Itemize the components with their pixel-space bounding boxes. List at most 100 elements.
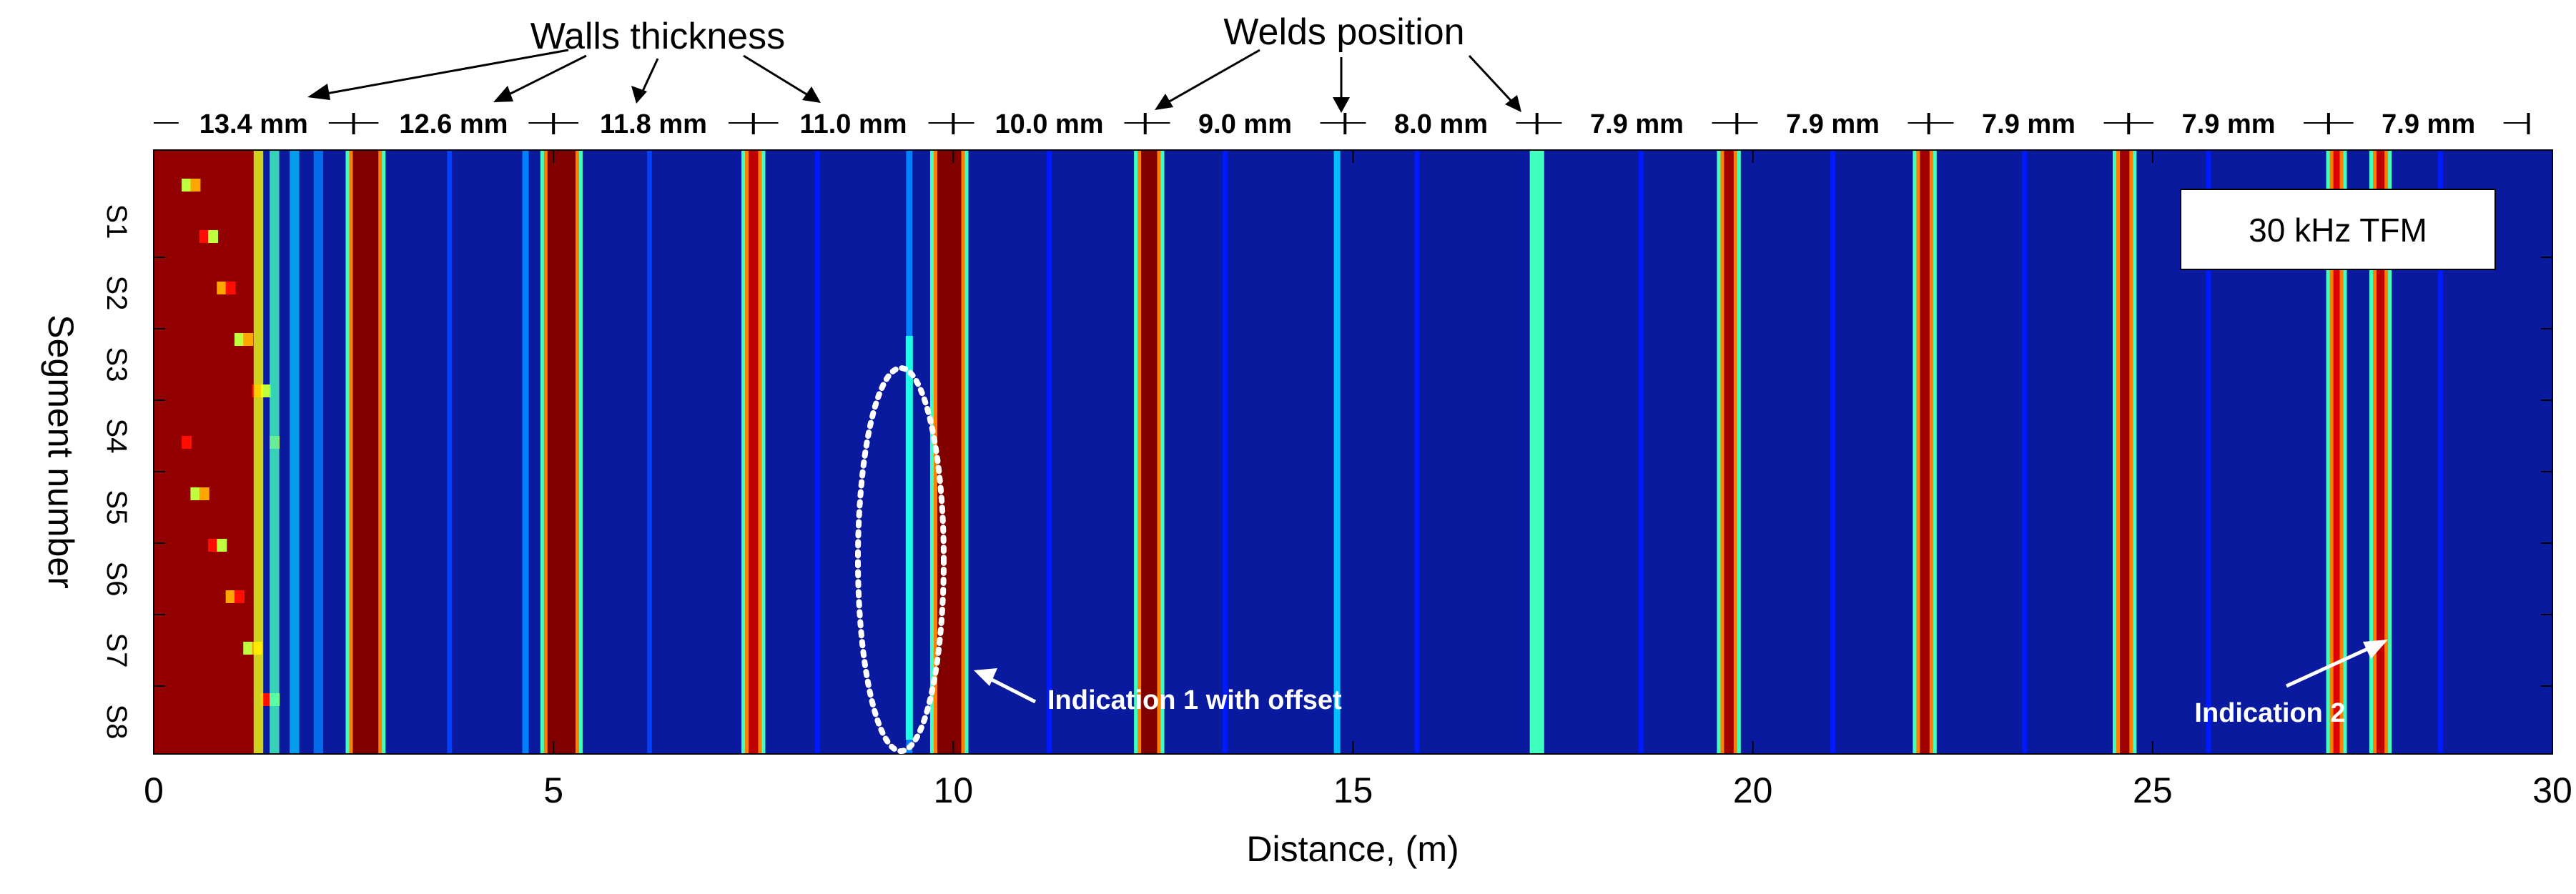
x-tick-label: 20 (1733, 770, 1773, 810)
near-field-speckle (217, 539, 227, 552)
wall-thickness-label: 7.9 mm (2182, 109, 2276, 139)
weak-reflection-band (647, 150, 652, 754)
near-field-speckle (182, 436, 192, 449)
y-tick-label: S5 (101, 490, 132, 525)
weak-reflection-band (2438, 150, 2443, 754)
near-field-speckle (182, 179, 192, 192)
chart-title: 30 kHz TFM (2249, 212, 2427, 249)
thickness-label-bg (1757, 100, 1908, 140)
weak-reflection-band (522, 150, 529, 754)
thickness-label-bg (378, 100, 529, 140)
wall-thickness-label: 13.4 mm (199, 109, 308, 139)
y-tick-label: S3 (101, 347, 132, 382)
near-field-fade (290, 150, 300, 754)
near-field-speckle (260, 693, 271, 706)
thickness-label-bg (1170, 100, 1321, 140)
weak-reflection-band (1529, 150, 1544, 754)
near-field-speckle (190, 487, 201, 500)
wall-thickness-label: 7.9 mm (1786, 109, 1880, 139)
thickness-label-bg (974, 100, 1125, 140)
weak-reflection-band (1333, 150, 1341, 754)
plot-area (153, 149, 2553, 755)
weak-reflection-band (447, 150, 453, 754)
near-field-speckle (190, 179, 201, 192)
wall-thickness-label: 11.8 mm (600, 109, 707, 139)
weak-reflection-band (814, 150, 820, 754)
annotation-welds-position: Welds position (1155, 11, 1521, 113)
near-field-fade (253, 150, 264, 754)
y-axis-title: Segment number (41, 314, 81, 589)
near-field-speckle (260, 384, 271, 397)
wall-thickness-label: 7.9 mm (1590, 109, 1684, 139)
wall-thickness-label: 10.0 mm (995, 109, 1103, 139)
welds-position-label: Welds position (1223, 11, 1464, 53)
near-field-speckle (243, 642, 254, 655)
y-tick-label: S6 (101, 562, 132, 597)
indication-1-ellipse (855, 365, 947, 754)
x-tick-label: 0 (144, 770, 164, 810)
near-field-speckle (208, 230, 219, 243)
near-field-speckle (199, 487, 209, 500)
strong-reflection-band (352, 150, 379, 754)
x-tick-label: 30 (2532, 770, 2572, 810)
weak-reflection-band (1830, 150, 1835, 754)
near-field-speckle (225, 590, 236, 603)
weak-reflection-band (1414, 150, 1420, 754)
near-field-speckle (243, 333, 254, 346)
x-axis: 0 5 10 15 20 25 30 (144, 150, 2572, 810)
near-field-speckle (234, 590, 245, 603)
thickness-label-bg (1953, 100, 2104, 140)
y-tick-label: S7 (101, 633, 132, 668)
near-field-speckle (208, 539, 219, 552)
x-tick-label: 15 (1333, 770, 1373, 810)
y-tick-label: S1 (101, 204, 132, 239)
wall-thickness-label: 8.0 mm (1394, 109, 1488, 139)
strong-reflection-band (1141, 150, 1158, 754)
thickness-label-bg (778, 100, 929, 140)
wall-thickness-label: 12.6 mm (399, 109, 508, 139)
walls-thickness-label: Walls thickness (531, 16, 785, 57)
y-tick-label: S2 (101, 276, 132, 311)
thickness-label-bg (2353, 100, 2504, 140)
strong-reflection-band (547, 150, 576, 754)
strong-reflection-band (1920, 150, 1930, 754)
weak-reflection-band (1638, 150, 1644, 754)
indication-2-label: Indication 2 (2194, 698, 2345, 728)
chart-title-box: 30 kHz TFM (2180, 189, 2496, 270)
wall-thickness-label: 9.0 mm (1198, 109, 1292, 139)
near-field-fade (313, 150, 324, 754)
thickness-label-bg (1366, 100, 1516, 140)
indication-1-annotation: Indication 1 with offset (855, 365, 1342, 754)
x-tick-label: 5 (543, 770, 563, 810)
weak-reflection-band (1223, 150, 1228, 754)
x-tick-label: 25 (2133, 770, 2173, 810)
wall-thickness-label: 7.9 mm (1982, 109, 2076, 139)
thickness-label-bg (1561, 100, 1712, 140)
strong-reflection-band (2119, 150, 2130, 754)
near-field-fade (270, 150, 280, 754)
weak-reflection-band (1047, 150, 1052, 754)
near-field-speckle (234, 333, 245, 346)
strong-reflection-band (2333, 150, 2340, 754)
strong-reflection-band (749, 150, 759, 754)
strong-reflection-band (1724, 150, 1734, 754)
wall-thickness-bracket: 13.4 mm 12.6 mm 11.8 mm 11.0 mm 10.0 mm 9.0 m… (154, 100, 2530, 140)
annotation-walls-thickness: Walls thickness (307, 16, 821, 104)
indication-1-label: Indication 1 with offset (1047, 685, 1342, 715)
wall-thickness-label: 11.0 mm (800, 109, 907, 139)
x-axis-title: Distance, (m) (1246, 829, 1459, 869)
y-tick-label: S8 (101, 705, 132, 740)
x-tick-label: 10 (934, 770, 974, 810)
indication-1-trace (905, 336, 913, 740)
weak-reflection-band (2206, 150, 2211, 754)
near-field-speckle (225, 282, 236, 294)
strong-reflection-band (937, 150, 962, 754)
near-field-speckle (199, 230, 209, 243)
y-axis: S1 S2 S3 S4 S5 S6 S7 S8 (101, 204, 2552, 740)
wall-thickness-label: 7.9 mm (2382, 109, 2475, 139)
thickness-label-bg (178, 100, 329, 140)
indication-2-annotation: Indication 2 (2194, 640, 2388, 728)
y-tick-label: S4 (101, 419, 132, 454)
thickness-label-bg (2153, 100, 2304, 140)
